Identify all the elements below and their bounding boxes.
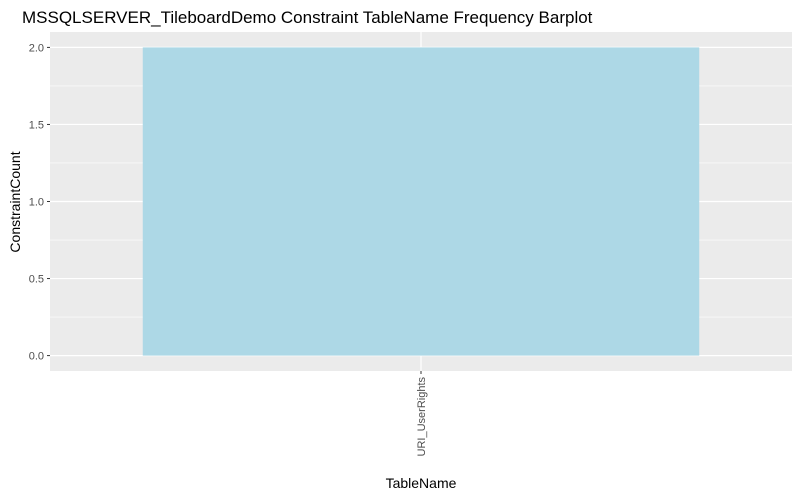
y-tick-label: 0.5	[29, 274, 44, 286]
x-axis: URI_UserRights	[416, 371, 428, 456]
y-axis-label: ConstraintCount	[7, 151, 23, 252]
bar	[142, 47, 700, 356]
y-tick-label: 2.0	[29, 42, 44, 54]
y-tick-label: 1.0	[29, 197, 44, 209]
x-tick-label: URI_UserRights	[416, 377, 428, 457]
y-axis: 0.0 0.5 1.0 1.5 2.0	[29, 42, 50, 363]
x-axis-label: TableName	[386, 475, 457, 491]
chart-title: MSSQLSERVER_TileboardDemo Constraint Tab…	[22, 8, 593, 27]
y-tick-label: 1.5	[29, 119, 44, 131]
y-tick-label: 0.0	[29, 351, 44, 363]
bars	[142, 47, 700, 356]
